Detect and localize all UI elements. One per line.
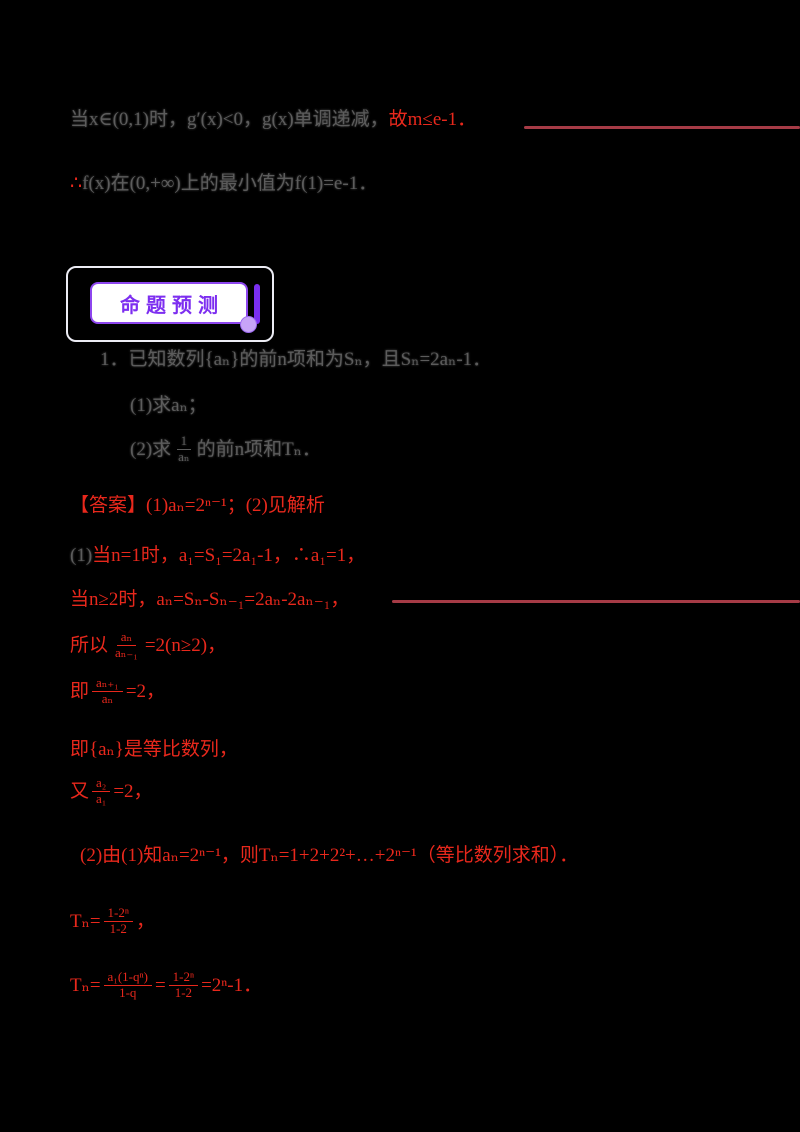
fraction: 1-2ⁿ 1-2: [168, 969, 199, 1001]
text-segment: ∴: [70, 173, 83, 194]
red-underline: [524, 126, 800, 129]
text-segment: 的前n项和Tₙ．: [196, 438, 321, 460]
text-segment: 又: [70, 780, 90, 802]
text-segment: =2，: [125, 680, 166, 702]
text-segment: Tₙ=: [70, 974, 101, 996]
solution-line-7: (2)由(1)知aₙ=2ⁿ⁻¹，则Tₙ=1+2+2²+…+2ⁿ⁻¹（等比数列求和…: [80, 844, 578, 868]
text-segment: =2(n≥2)，: [144, 634, 227, 656]
text-segment: 即{aₙ}是等比数列，: [70, 739, 238, 760]
text-segment: (1)求aₙ；: [130, 395, 207, 416]
badge-accent-bar: [254, 284, 260, 324]
problem-statement: 1．已知数列{aₙ}的前n项和为Sₙ，且Sₙ=2aₙ-1．: [100, 348, 491, 372]
badge-outline: [66, 266, 274, 342]
badge-dot: [240, 316, 257, 333]
prev-solution-line-2: ∴ f(x)在(0,+∞)上的最小值为f(1)=e-1．: [70, 172, 377, 196]
text-segment: Tₙ=: [70, 910, 101, 932]
fraction: 1-2ⁿ 1-2: [103, 905, 133, 937]
text-segment: 当x∈(0,1)时，g′(x)<0，g(x)单调递减，: [70, 109, 389, 130]
topic-badge: 命题预测: [90, 282, 248, 324]
solution-line-8: Tₙ= 1-2ⁿ 1-2，: [70, 905, 155, 937]
text-segment: 当n=1时，a₁=S₁=2a₁-1，∴a₁=1，: [92, 545, 366, 566]
solution-line-4: 即 aₙ₊₁ aₙ =2，: [70, 675, 166, 707]
text-segment: =2ⁿ-1．: [201, 974, 263, 996]
answer-line: 【答案】(1)aₙ=2ⁿ⁻¹；(2)见解析: [70, 494, 325, 518]
text-segment: 当n≥2时，aₙ=Sₙ-Sₙ₋₁=2aₙ-2aₙ₋₁，: [70, 589, 350, 610]
solution-line-3: 所以 aₙ aₙ₋₁ =2(n≥2)，: [70, 629, 227, 661]
text-segment: (2)求: [130, 438, 172, 460]
prev-solution-line-1: 当x∈(0,1)时，g′(x)<0，g(x)单调递减， 故m≤e-1．: [70, 108, 476, 132]
fraction: a₁(1-qⁿ) 1-q: [103, 969, 152, 1001]
problem-part-2: (2)求 1 aₙ 的前n项和Tₙ．: [130, 433, 321, 465]
text-segment: 故m≤e-1．: [388, 109, 477, 130]
red-underline: [392, 600, 800, 603]
text-segment: =2，: [113, 780, 153, 802]
solution-line-6: 又 a₂ a₁ =2，: [70, 775, 153, 807]
text-segment: f(x)在(0,+∞)上的最小值为f(1)=e-1．: [82, 173, 378, 194]
text-segment: =: [154, 974, 166, 996]
text-segment: 即: [70, 680, 90, 702]
text-segment: 所以: [70, 634, 109, 656]
text-segment: ，: [135, 910, 155, 932]
text-segment: 1．已知数列{aₙ}的前n项和为Sₙ，且Sₙ=2aₙ-1．: [100, 349, 492, 370]
solution-line-9: Tₙ= a₁(1-qⁿ) 1-q = 1-2ⁿ 1-2 =2ⁿ-1．: [70, 969, 263, 1001]
solution-line-1: (1) 当n=1时，a₁=S₁=2a₁-1，∴a₁=1，: [70, 544, 365, 568]
problem-part-1: (1)求aₙ；: [130, 394, 207, 418]
solution-line-2: 当n≥2时，aₙ=Sₙ-Sₙ₋₁=2aₙ-2aₙ₋₁，: [70, 588, 349, 612]
solution-line-5: 即{aₙ}是等比数列，: [70, 738, 238, 762]
text-segment: (2)由(1)知aₙ=2ⁿ⁻¹，则Tₙ=1+2+2²+…+2ⁿ⁻¹（等比数列求和…: [80, 845, 579, 866]
fraction: 1 aₙ: [176, 433, 192, 464]
fraction: aₙ aₙ₋₁: [115, 629, 138, 660]
text-segment: 【答案】(1)aₙ=2ⁿ⁻¹；(2)见解析: [70, 495, 325, 516]
fraction: aₙ₊₁ aₙ: [92, 675, 123, 707]
fraction: a₂ a₁: [92, 775, 111, 807]
topic-badge-label: 命题预测: [120, 294, 224, 317]
text-segment: (1): [70, 545, 93, 566]
